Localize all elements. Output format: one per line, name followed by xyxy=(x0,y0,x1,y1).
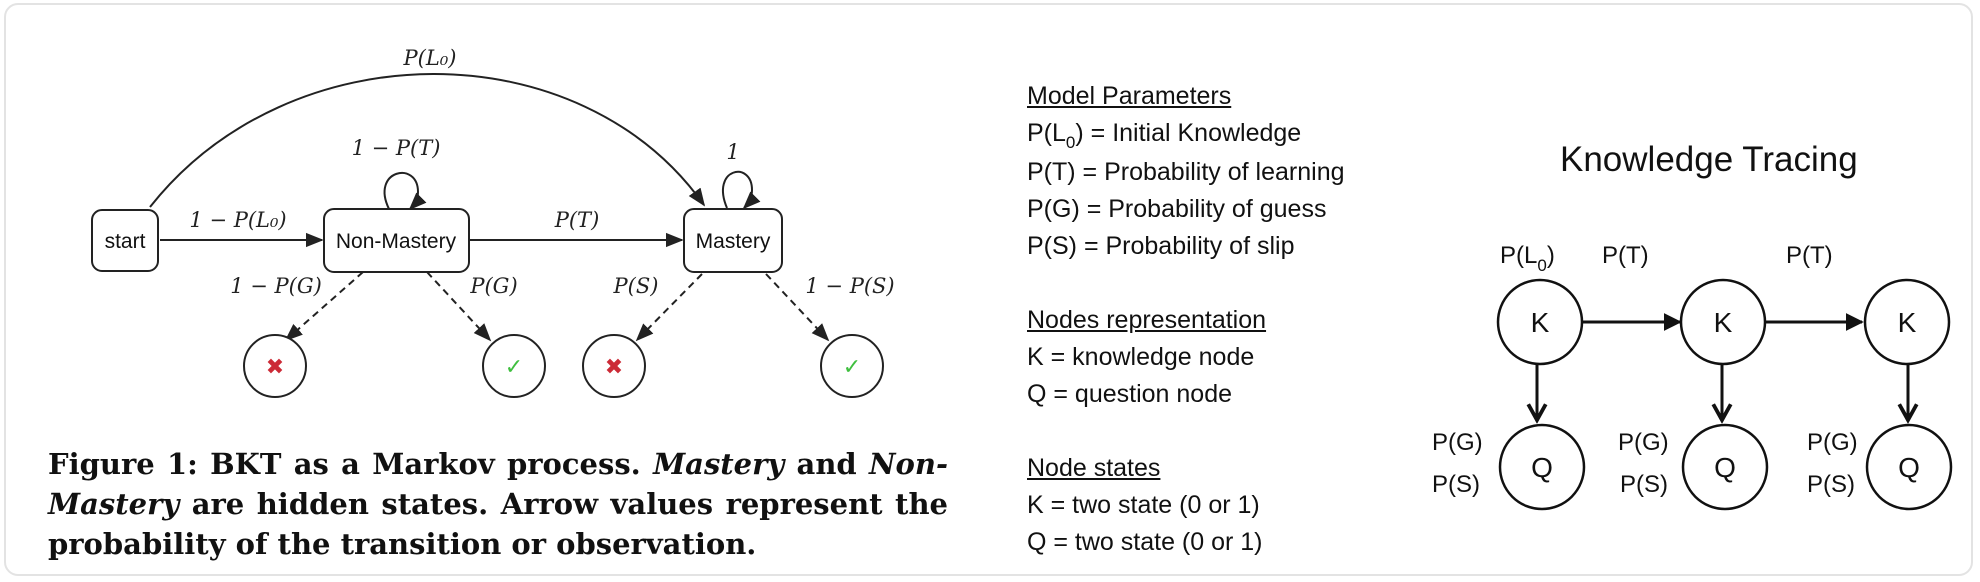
kt-node-k1-label: K xyxy=(1531,307,1550,338)
kt-node-q3: Q xyxy=(1865,423,1953,511)
kt-transition-label-2: P(T) xyxy=(1786,242,1833,269)
node-start: start xyxy=(91,209,159,272)
kt-node-q3-label: Q xyxy=(1898,452,1920,483)
kt-node-k3-label: K xyxy=(1898,307,1917,338)
nodes-representation-heading: Nodes representation xyxy=(1027,306,1267,334)
figure-frame xyxy=(4,3,1973,576)
knowledge-tracing-title: Knowledge Tracing xyxy=(1560,140,1858,179)
observation-right-2: ✓ xyxy=(820,334,884,398)
cross-icon: ✖ xyxy=(266,354,284,379)
edge-mastery-right xyxy=(765,273,830,342)
kt-node-k1: K xyxy=(1496,278,1584,366)
knowledge-tracing-diagram: K K K Q Q Q P(L0) P(T) P(T) P(G) P(S) P(… xyxy=(1432,242,1953,511)
check-icon: ✓ xyxy=(505,354,523,379)
node-start-label: start xyxy=(105,230,146,253)
edge-mastery-self xyxy=(721,171,761,210)
label-mastery-wrong: P(S) xyxy=(613,274,659,298)
legend-panel: Model Parameters P(L0) = Initial Knowled… xyxy=(1027,78,1427,561)
kt-node-k3: K xyxy=(1863,278,1951,366)
check-icon: ✓ xyxy=(843,354,861,379)
kt-guess-label-1: P(G) xyxy=(1432,429,1483,456)
markov-diagram: P(L₀) 1 − P(L₀) 1 − P(T) P(T) 1 1 − P(G)… xyxy=(91,46,895,398)
state-q-description: Q = two state (0 or 1) xyxy=(1027,528,1263,556)
node-q-description: Q = question node xyxy=(1027,380,1233,408)
label-mastery-right: 1 − P(S) xyxy=(805,274,894,298)
param-learning: P(T) = Probability of learning xyxy=(1027,158,1345,186)
kt-slip-label-3: P(S) xyxy=(1807,471,1855,498)
param-guess: P(G) = Probability of guess xyxy=(1027,195,1327,223)
param-initial-knowledge: P(L0) = Initial Knowledge xyxy=(1027,119,1302,152)
label-non-mastery-wrong: 1 − P(G) xyxy=(230,274,322,298)
kt-guess-label-2: P(G) xyxy=(1618,429,1669,456)
node-mastery: Mastery xyxy=(683,208,783,273)
edge-start-to-mastery xyxy=(149,73,706,208)
kt-node-k2-label: K xyxy=(1714,307,1733,338)
node-non-mastery: Non-Mastery xyxy=(323,208,470,273)
edge-mastery-wrong xyxy=(635,273,703,342)
label-non-mastery-to-mastery: P(T) xyxy=(554,208,600,232)
label-mastery-self: 1 xyxy=(726,140,739,164)
edge-non-mastery-self xyxy=(383,171,427,211)
kt-slip-label-2: P(S) xyxy=(1620,471,1668,498)
label-non-mastery-self: 1 − P(T) xyxy=(352,136,441,160)
observation-right-1: ✓ xyxy=(482,334,546,398)
node-states-heading: Node states xyxy=(1027,454,1161,482)
observation-wrong-2: ✖ xyxy=(582,334,646,398)
kt-initial-label: P(L0) xyxy=(1500,242,1555,275)
node-k-description: K = knowledge node xyxy=(1027,343,1255,371)
param-slip: P(S) = Probability of slip xyxy=(1027,232,1295,260)
kt-node-q2: Q xyxy=(1681,423,1769,511)
observation-wrong-1: ✖ xyxy=(243,334,307,398)
state-k-description: K = two state (0 or 1) xyxy=(1027,491,1260,519)
caption-prefix: Figure 1: BKT as a Markov process. xyxy=(48,447,654,481)
kt-transition-label-1: P(T) xyxy=(1602,242,1649,269)
figure-caption: Figure 1: BKT as a Markov process. Maste… xyxy=(48,444,948,564)
edge-non-mastery-wrong xyxy=(284,271,364,342)
node-non-mastery-label: Non-Mastery xyxy=(336,230,457,253)
kt-node-q1-label: Q xyxy=(1531,452,1553,483)
kt-slip-label-1: P(S) xyxy=(1432,471,1480,498)
label-non-mastery-right: P(G) xyxy=(469,274,517,298)
kt-guess-label-3: P(G) xyxy=(1807,429,1858,456)
node-mastery-label: Mastery xyxy=(696,230,771,253)
label-start-to-non-mastery: 1 − P(L₀) xyxy=(189,208,286,232)
kt-node-k2: K xyxy=(1679,278,1767,366)
cross-icon: ✖ xyxy=(605,354,623,379)
caption-em-mastery: Mastery xyxy=(653,447,785,481)
edge-non-mastery-right xyxy=(426,271,492,342)
kt-node-q1: Q xyxy=(1498,423,1586,511)
caption-rest: are hidden states. Arrow values represen… xyxy=(48,487,948,561)
caption-mid: and xyxy=(784,447,870,481)
model-parameters-heading: Model Parameters xyxy=(1027,82,1232,110)
kt-node-q2-label: Q xyxy=(1714,452,1736,483)
caption-em-non-mastery: Non-Mastery xyxy=(48,447,948,521)
label-start-to-mastery: P(L₀) xyxy=(403,46,457,70)
